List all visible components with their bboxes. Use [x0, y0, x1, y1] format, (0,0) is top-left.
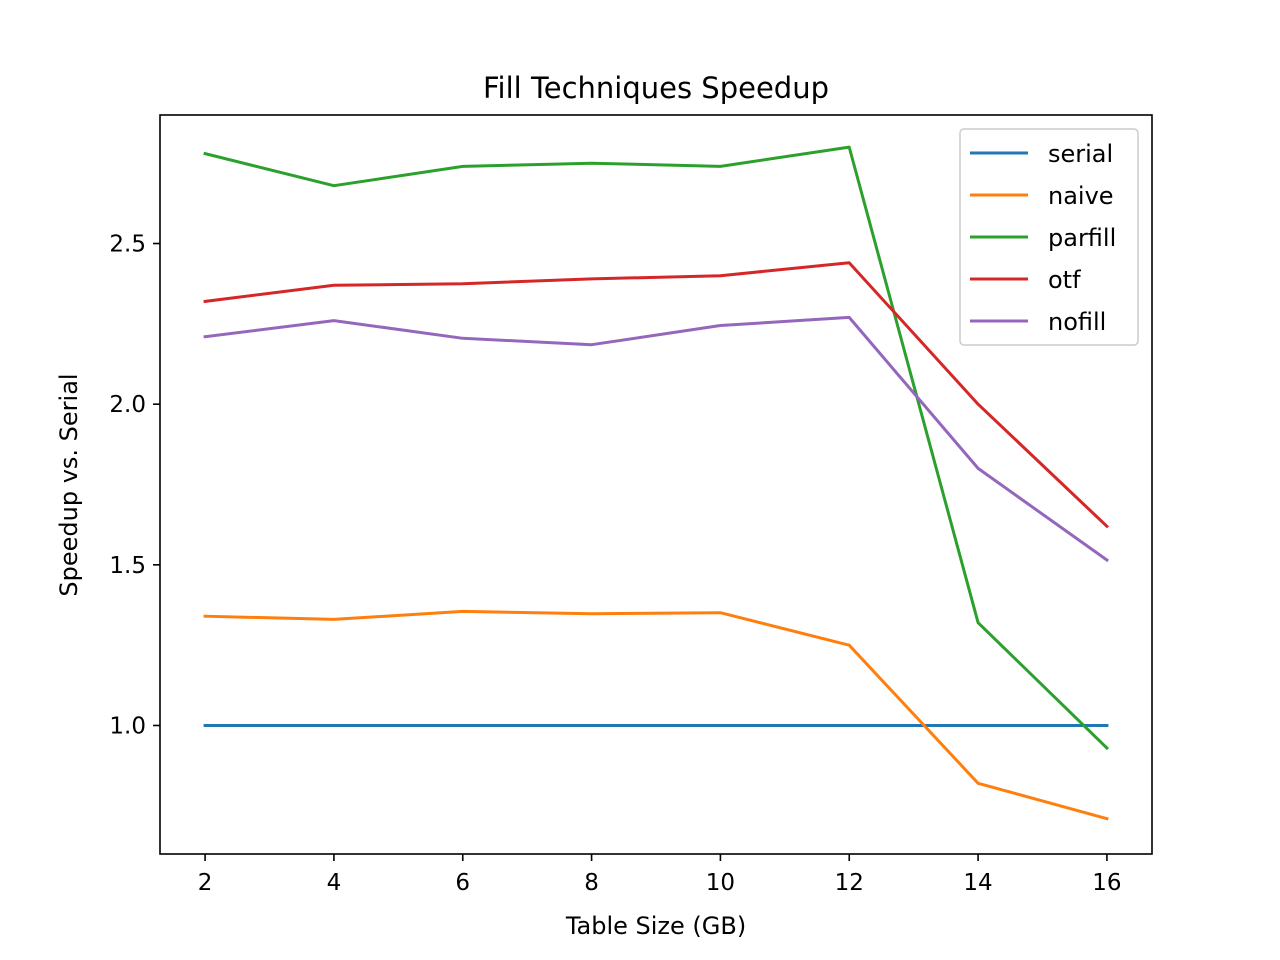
y-axis-label: Speedup vs. Serial [55, 373, 83, 596]
series-line-otf [203, 261, 1110, 529]
y-tick-label: 2.0 [109, 392, 146, 418]
series-line-naive [203, 609, 1109, 821]
x-tick-label: 10 [706, 870, 735, 896]
legend-box [959, 128, 1139, 346]
y-tick-label: 2.5 [109, 232, 146, 258]
x-tick-label: 2 [198, 870, 213, 896]
series-line-nofill [203, 315, 1109, 563]
x-axis-label: Table Size (GB) [565, 912, 746, 940]
y-tick-label: 1.0 [109, 713, 146, 739]
legend-label-nofill: nofill [1048, 308, 1106, 336]
series-line-parfill [203, 145, 1110, 751]
axes-frame [159, 114, 1153, 855]
x-tick-label: 4 [327, 870, 342, 896]
legend-label-naive: naive [1048, 182, 1114, 210]
x-tick-label: 6 [455, 870, 470, 896]
x-tick-label: 8 [584, 870, 599, 896]
legend-label-serial: serial [1048, 140, 1113, 168]
x-tick-label: 16 [1092, 870, 1121, 896]
plot-area: 2 4 6 8 10 12 14 16 1.0 1.5 2.0 2.5 [109, 114, 1153, 896]
legend-label-otf: otf [1048, 266, 1081, 294]
chart-title: Fill Techniques Speedup [483, 71, 829, 105]
x-tick-label: 14 [963, 870, 992, 896]
y-tick-label: 1.5 [109, 553, 146, 579]
legend-label-parfill: parfill [1048, 224, 1116, 252]
legend: serial naive parfill otf nofill [959, 128, 1139, 346]
x-tick-label: 12 [835, 870, 864, 896]
